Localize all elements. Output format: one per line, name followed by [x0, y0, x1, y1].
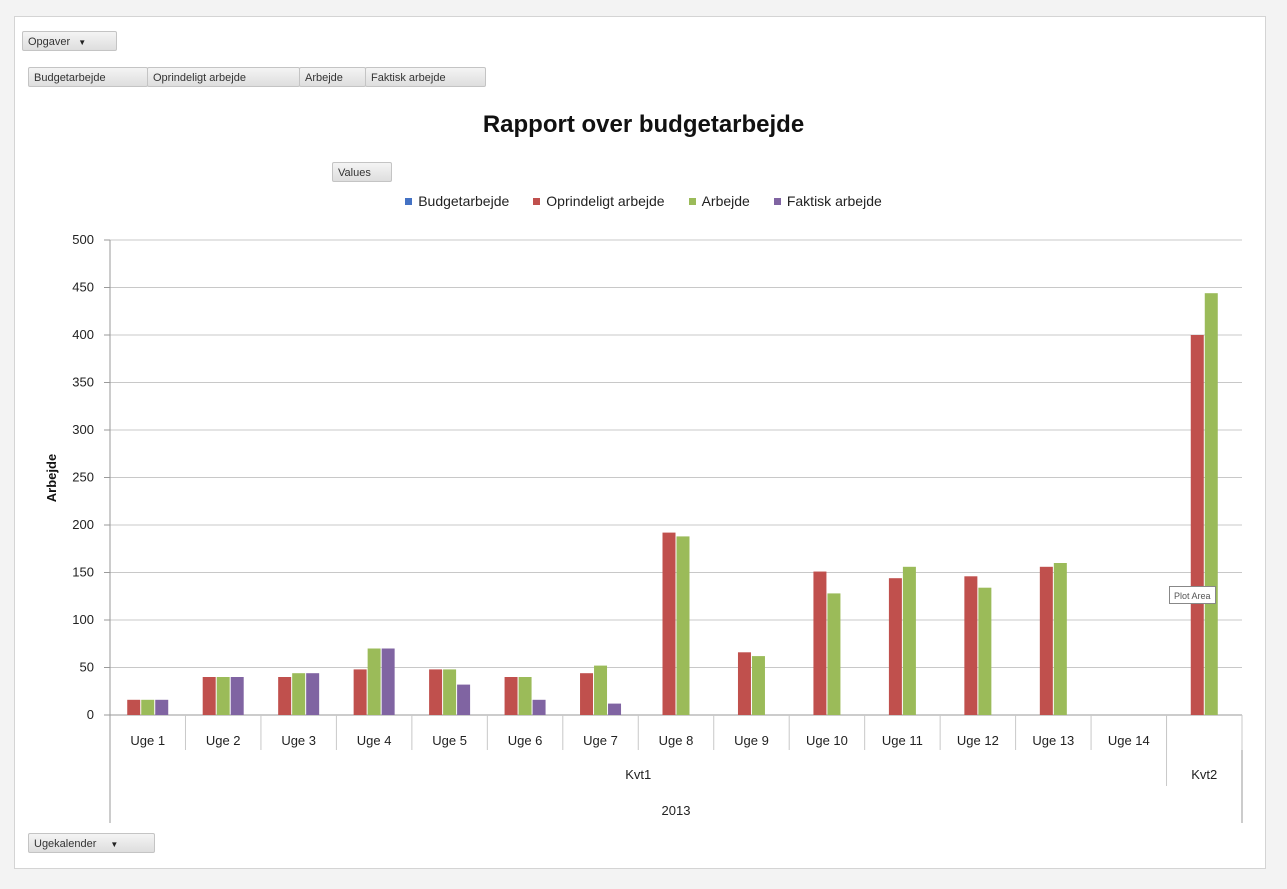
- bar: [580, 673, 594, 715]
- legend-label: Arbejde: [701, 193, 750, 209]
- legend-swatch: [405, 197, 413, 205]
- field-button-label: Arbejde: [305, 72, 343, 84]
- field-button-faktisk-arbejde[interactable]: Faktisk arbejde: [365, 67, 486, 87]
- legend-label: Faktisk arbejde: [786, 193, 882, 209]
- x-group-label: Kvt2: [1191, 767, 1217, 782]
- bar: [827, 593, 841, 715]
- bar: [141, 699, 155, 715]
- bar: [737, 652, 751, 715]
- x-tick-label: Uge 4: [357, 733, 392, 748]
- legend-label: Oprindeligt arbejde: [546, 193, 665, 209]
- values-field-button[interactable]: Values: [332, 162, 392, 182]
- bar: [518, 677, 532, 715]
- legend-item: Arbejde: [688, 193, 750, 209]
- bar: [353, 669, 367, 715]
- legend-swatch: [533, 197, 541, 205]
- y-axis-label: Arbejde: [44, 454, 59, 502]
- field-button-label: Oprindeligt arbejde: [153, 72, 246, 84]
- x-tick-label: Uge 1: [130, 733, 165, 748]
- legend: Budgetarbejde Oprindeligt arbejde Arbejde F…: [0, 193, 1287, 209]
- bar: [443, 669, 457, 715]
- bar: [964, 576, 978, 715]
- legend-swatch: [688, 197, 696, 205]
- values-field-label: Values: [338, 167, 371, 179]
- ugekalender-filter-dropdown[interactable]: Ugekalender ▼: [28, 833, 155, 853]
- chart-title: Rapport over budgetarbejde: [482, 111, 805, 138]
- bar: [532, 699, 546, 715]
- x-group-label: Kvt1: [625, 767, 651, 782]
- legend-item: Oprindeligt arbejde: [533, 193, 665, 209]
- bar: [155, 699, 169, 715]
- bar: [202, 677, 216, 715]
- y-tick-label: 200: [72, 517, 94, 532]
- x-tick-label: Uge 2: [206, 733, 241, 748]
- ugekalender-filter-label: Ugekalender: [34, 838, 97, 850]
- bar: [978, 587, 992, 715]
- chart-frame: [14, 16, 1266, 869]
- bar: [608, 703, 622, 715]
- x-tick-label: Uge 12: [957, 733, 999, 748]
- x-tick-label: Uge 6: [508, 733, 543, 748]
- field-button-arbejde[interactable]: Arbejde: [299, 67, 366, 87]
- y-tick-label: 500: [72, 232, 94, 247]
- field-button-label: Budgetarbejde: [34, 72, 106, 84]
- x-tick-label: Uge 9: [734, 733, 769, 748]
- bar: [367, 648, 381, 715]
- bar: [230, 677, 244, 715]
- field-button-oprindeligt-arbejde[interactable]: Oprindeligt arbejde: [147, 67, 300, 87]
- bar: [127, 699, 141, 715]
- bar: [278, 677, 292, 715]
- x-tick-label: Uge 14: [1108, 733, 1150, 748]
- y-tick-label: 50: [80, 660, 94, 675]
- y-tick-label: 100: [72, 612, 94, 627]
- opgaver-filter-dropdown[interactable]: Opgaver ▼: [22, 31, 117, 51]
- dropdown-arrow-icon: ▼: [78, 38, 87, 47]
- x-tick-label: Uge 3: [281, 733, 316, 748]
- bar: [429, 669, 443, 715]
- x-tick-label: Uge 8: [659, 733, 694, 748]
- bar: [813, 571, 827, 715]
- y-tick-label: 400: [72, 327, 94, 342]
- x-tick-label: Uge 7: [583, 733, 618, 748]
- bar: [902, 566, 916, 715]
- bar: [292, 673, 306, 715]
- field-button-label: Faktisk arbejde: [371, 72, 446, 84]
- bar: [751, 656, 765, 715]
- bar: [1039, 566, 1053, 715]
- bar: [381, 648, 395, 715]
- y-tick-label: 450: [72, 280, 94, 295]
- bar: [306, 673, 320, 715]
- x-tick-label: Uge 5: [432, 733, 467, 748]
- y-tick-label: 250: [72, 470, 94, 485]
- bar: [1053, 563, 1067, 715]
- x-tick-label: Uge 13: [1032, 733, 1074, 748]
- y-tick-label: 0: [87, 707, 94, 722]
- y-tick-label: 150: [72, 565, 94, 580]
- dropdown-arrow-icon: ▼: [110, 840, 119, 849]
- bar: [457, 684, 471, 715]
- opgaver-filter-label: Opgaver: [28, 36, 71, 48]
- y-tick-label: 350: [72, 375, 94, 390]
- x-tick-label: Uge 10: [806, 733, 848, 748]
- legend-item: Faktisk arbejde: [773, 193, 882, 209]
- bar: [888, 578, 902, 715]
- y-tick-label: 300: [72, 422, 94, 437]
- legend-swatch: [773, 197, 781, 205]
- field-button-budgetarbejde[interactable]: Budgetarbejde: [28, 67, 148, 87]
- plot-area-tooltip: Plot Area: [1169, 586, 1216, 604]
- x-year-label: 2013: [662, 803, 691, 818]
- bar: [1190, 335, 1204, 715]
- bar: [216, 677, 230, 715]
- bar: [504, 677, 518, 715]
- bar: [676, 536, 690, 715]
- bar: [594, 665, 608, 715]
- x-tick-label: Uge 11: [882, 733, 923, 748]
- legend-item: Budgetarbejde: [405, 193, 509, 209]
- bar: [662, 532, 676, 715]
- bar: [1204, 293, 1218, 715]
- legend-label: Budgetarbejde: [418, 193, 510, 209]
